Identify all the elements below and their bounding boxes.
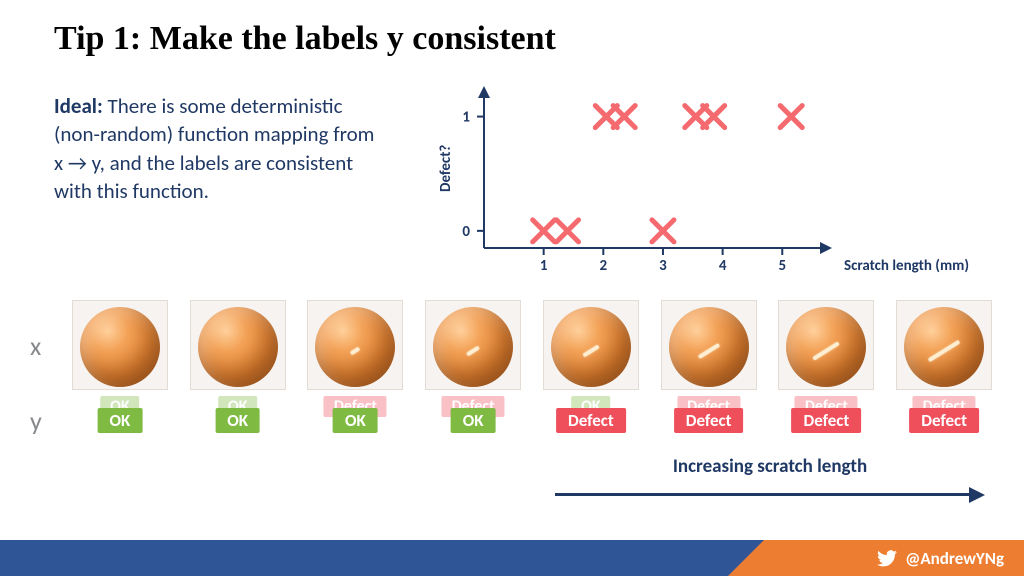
label-main: OK: [97, 408, 142, 433]
svg-text:4: 4: [719, 257, 727, 275]
sample-image: [778, 300, 874, 390]
sample-item: OKOK: [188, 300, 288, 432]
row-y-label: y: [30, 405, 42, 437]
svg-text:0: 0: [462, 223, 470, 241]
sample-item: DefectOK: [306, 300, 406, 432]
defect-scatter-chart: 1 2 3 4 5 0 1 Scratch length (mm) Defect?: [430, 78, 970, 288]
svg-text:1: 1: [462, 109, 470, 127]
label-main: Defect: [791, 408, 861, 433]
label-main: OK: [451, 408, 496, 433]
label-main: Defect: [556, 408, 626, 433]
svg-text:3: 3: [659, 257, 667, 275]
sample-image: [307, 300, 403, 390]
sample-item: OKDefect: [541, 300, 641, 432]
svg-text:5: 5: [778, 257, 786, 275]
footer-handle: @AndrewYNg: [764, 540, 1024, 576]
sample-image: [72, 300, 168, 390]
svg-text:2: 2: [600, 257, 608, 275]
sample-row: OKOKOKOKDefectOKDefectOKOKDefectDefectDe…: [70, 300, 994, 432]
label-main: OK: [333, 408, 378, 433]
twitter-handle: @AndrewYNg: [905, 548, 1004, 569]
sample-item: DefectDefect: [659, 300, 759, 432]
sample-item: OKOK: [70, 300, 170, 432]
ideal-lead: Ideal:: [54, 93, 103, 119]
sample-image: [896, 300, 992, 390]
twitter-icon: [877, 550, 897, 567]
ideal-paragraph: Ideal: There is some deterministic (non-…: [54, 92, 384, 205]
label-main: Defect: [909, 408, 979, 433]
svg-text:1: 1: [540, 257, 548, 275]
sample-image: [543, 300, 639, 390]
svg-text:Scratch length (mm): Scratch length (mm): [844, 257, 969, 275]
svg-text:Defect?: Defect?: [437, 145, 455, 192]
sample-item: DefectDefect: [894, 300, 994, 432]
slide-title: Tip 1: Make the labels y consistent: [54, 20, 556, 58]
sample-item: DefectOK: [423, 300, 523, 432]
sample-image: [661, 300, 757, 390]
arrow-caption: Increasing scratch length: [570, 455, 970, 478]
increasing-arrow: [555, 485, 985, 505]
ideal-text: There is some deterministic (non-random)…: [54, 93, 374, 204]
label-main: OK: [215, 408, 260, 433]
sample-image: [190, 300, 286, 390]
sample-item: DefectDefect: [777, 300, 877, 432]
sample-image: [425, 300, 521, 390]
label-main: Defect: [674, 408, 744, 433]
row-x-label: x: [30, 330, 41, 362]
